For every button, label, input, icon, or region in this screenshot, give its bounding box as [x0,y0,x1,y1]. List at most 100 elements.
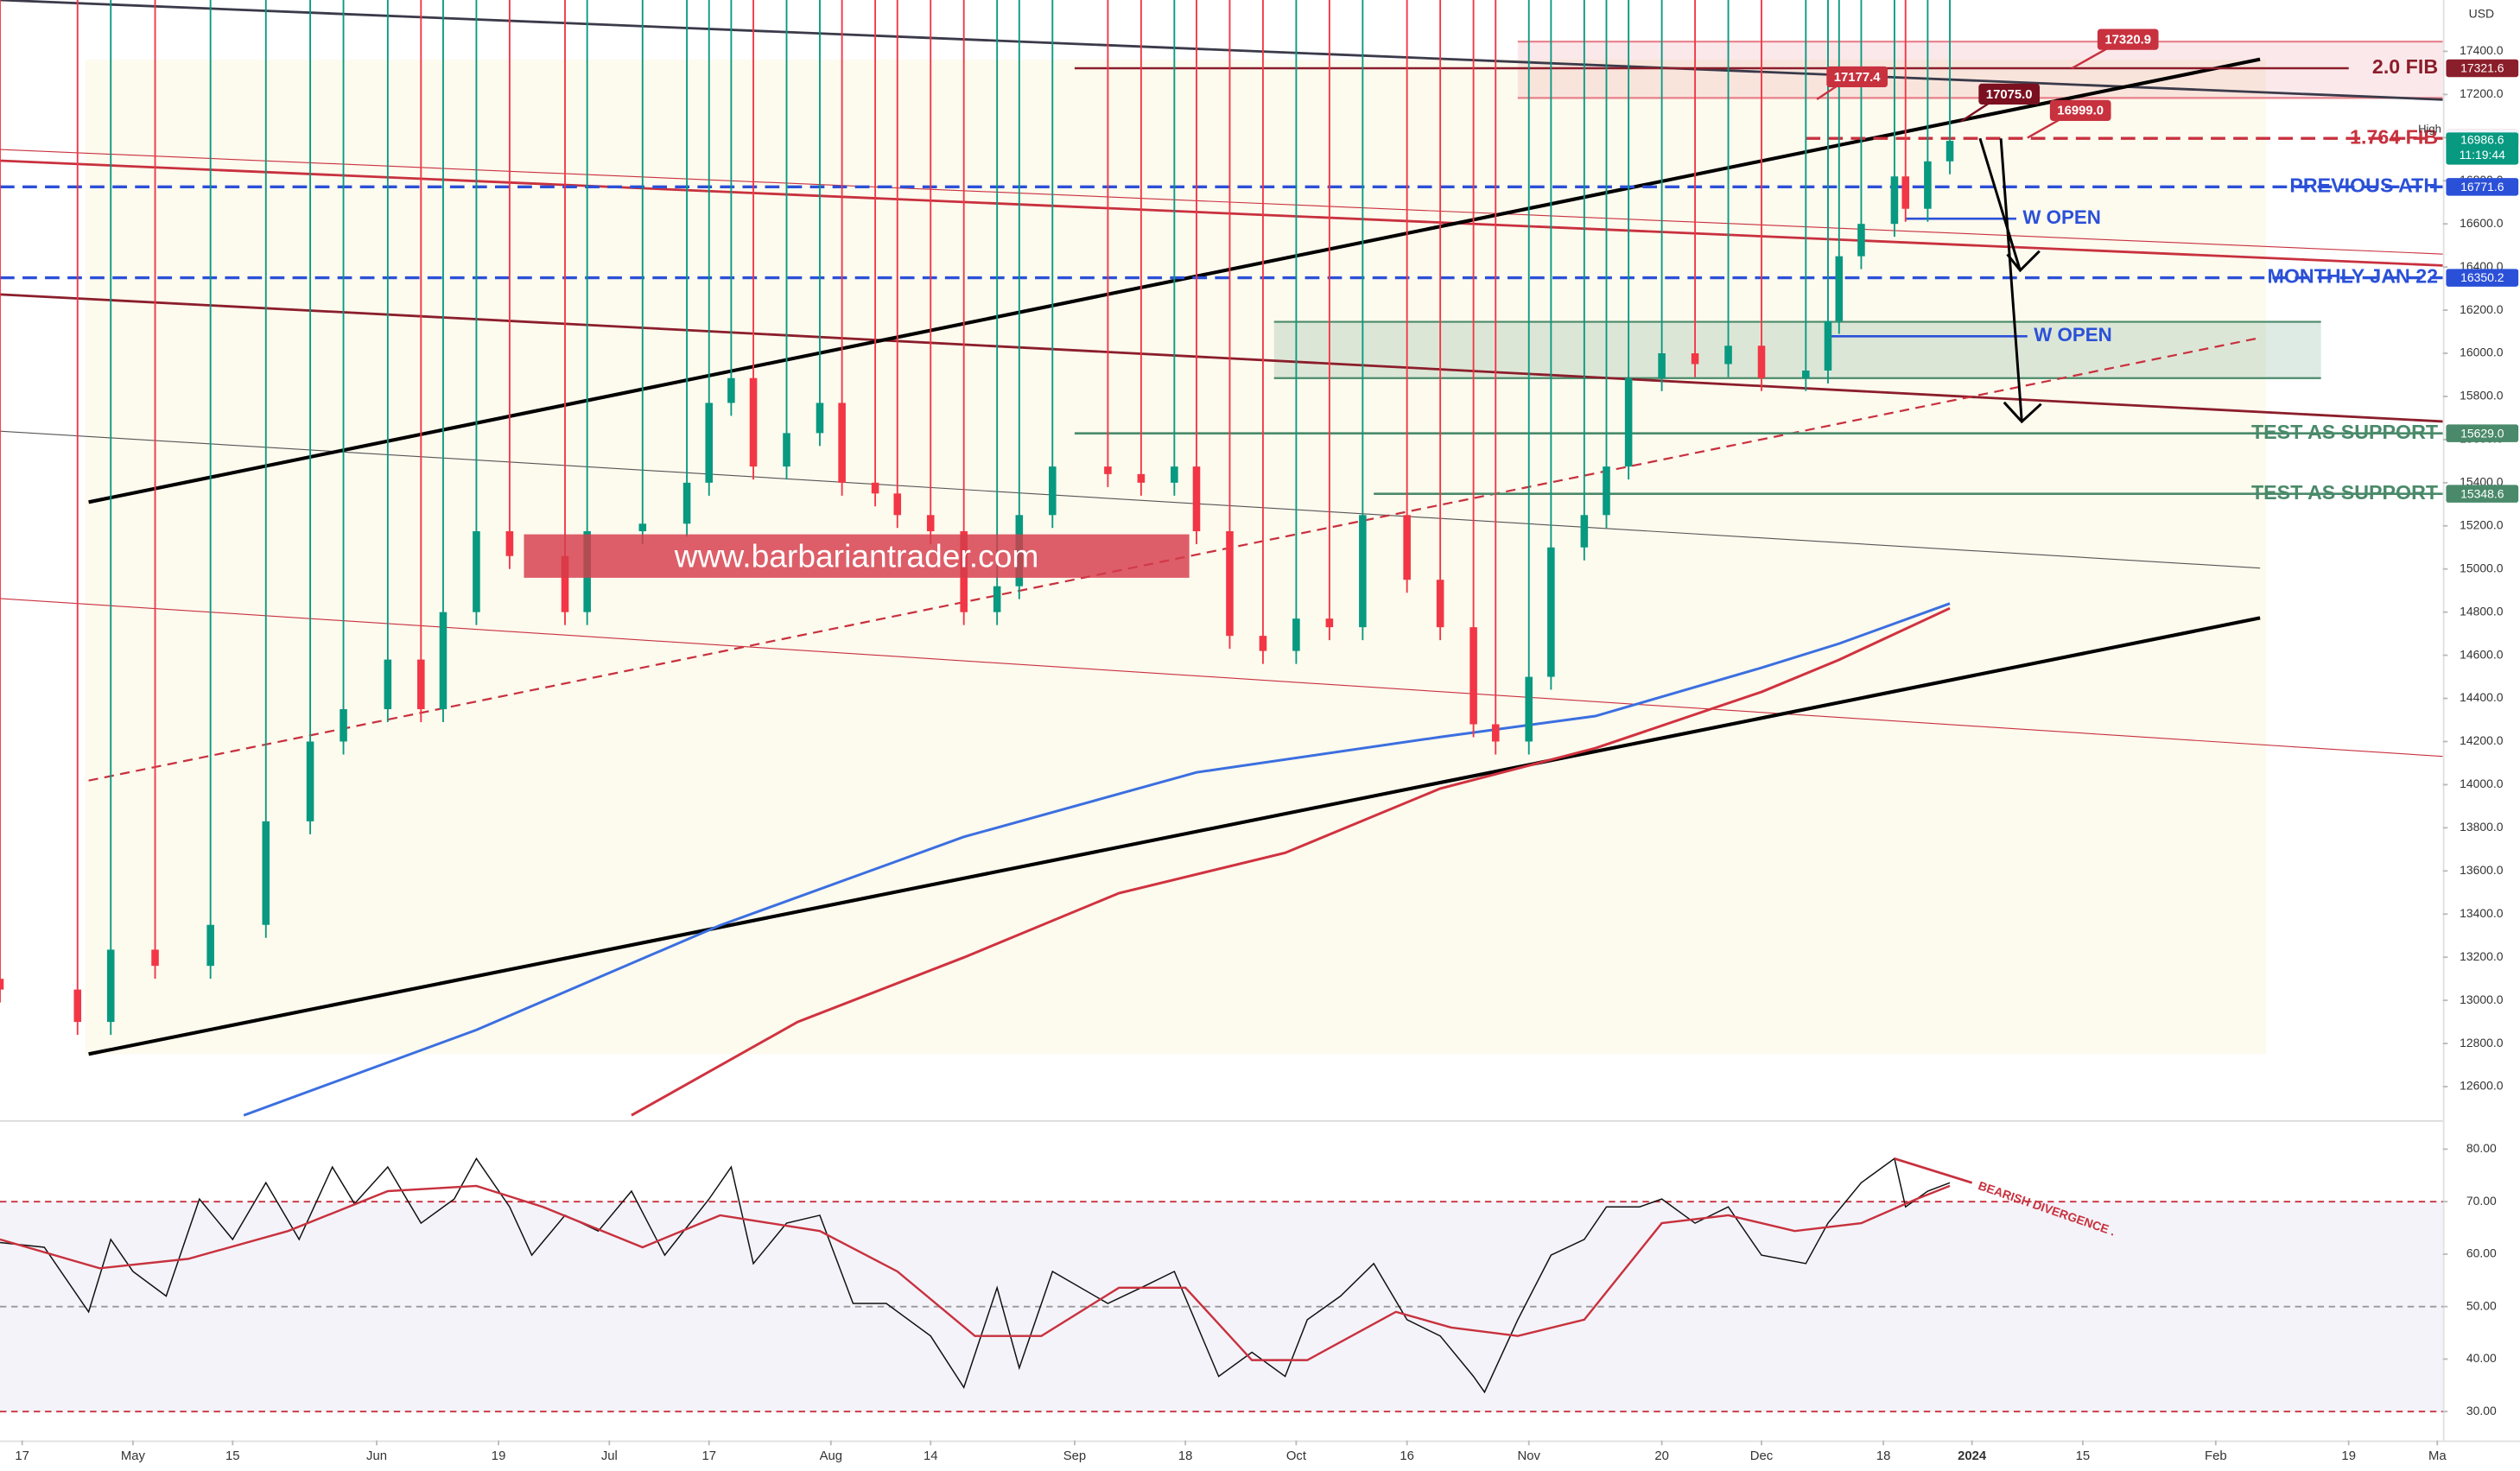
candle-body [1802,370,1810,378]
candle-body [1491,724,1500,742]
candle-body [1171,466,1178,483]
candle-body [1724,346,1732,365]
candle-body [1259,636,1267,651]
trend-line [0,159,2443,267]
rsi-y-tick-label: 30.00 [2466,1404,2497,1417]
x-tick-label: 16 [1400,1449,1414,1463]
y-tick-label: 14000.0 [2460,777,2504,790]
trend-line [0,430,2261,569]
x-tick-label: 14 [924,1449,938,1463]
level-badge [2446,424,2519,442]
candle-body [1547,547,1555,677]
x-tick-label: 19 [2341,1449,2356,1463]
candle-body [682,482,691,524]
watermark-box [524,534,1190,578]
y-tick-label: 15200.0 [2460,517,2504,531]
candle-body [893,493,902,516]
rsi-line [0,1157,1951,1394]
rsi-pane [0,1157,2443,1413]
y-tick-label: 13200.0 [2460,949,2504,963]
rsi-y-tick-label: 50.00 [2466,1298,2497,1312]
candle-body [1469,627,1477,725]
projection-arrows [1978,137,2042,424]
y-tick-label: 14800.0 [2460,604,2504,618]
level-badge-text: 17321.6 [2460,61,2504,75]
level-badge [2446,269,2519,287]
rsi-y-tick-label: 60.00 [2466,1246,2497,1260]
rsi-y-tick-label: 80.00 [2466,1141,2497,1155]
candle-body [1857,224,1865,257]
candle-body [838,403,846,483]
callout-box [2049,99,2111,121]
candle-body [1658,353,1666,378]
overlays: 2.0 FIB 1.764 FIB PREVIOUS ATH MONTHLY JAN … [1816,29,2441,1239]
callout-label: 17177.4 [1834,71,1881,85]
candle-body [749,377,758,467]
candle-body [1757,346,1766,378]
candle-body [561,555,569,612]
level-label: TEST AS SUPPORT [2251,421,2438,443]
level-badge [2446,178,2519,196]
candle-body [783,433,790,467]
x-tick-label: 18 [1178,1449,1193,1463]
price-pane [0,0,2443,1117]
x-tick-label: 18 [1876,1449,1891,1463]
candle-body [727,377,735,403]
candle-body [1603,466,1610,516]
x-tick-label: Dec [1750,1449,1774,1463]
level-label: W OPEN [2022,206,2100,228]
y-tick-label: 16600.0 [2460,216,2504,230]
x-tick-label: May [121,1449,146,1463]
x-tick-label: Sep [1063,1449,1086,1463]
candle-body [1924,161,1932,209]
candle-body [1436,580,1444,628]
candle-body [0,979,4,990]
candle-body [473,531,480,612]
callout-box [1978,83,2041,105]
candle-body [1901,176,1910,209]
candle-body [306,741,314,821]
candle-body [1525,676,1533,742]
candle-body [705,403,714,483]
callout-box [1826,66,1888,88]
candle-body [1226,531,1234,637]
candle-body [1137,473,1146,483]
callout-label: 16999.0 [2057,105,2104,118]
y-tick-label: 14400.0 [2460,690,2504,704]
x-tick-label: Aug [820,1449,842,1463]
level-label: PREVIOUS ATH [2289,174,2438,196]
arrow [1978,137,2041,273]
x-tick-label: Oct [1286,1449,1307,1463]
price-axis-bg [2442,0,2520,1471]
candle-body [73,989,82,1023]
x-tick-label: Nov [1518,1449,1541,1463]
candle-body [871,482,879,494]
currency: USD [2469,6,2494,20]
x-tick-label: 17 [701,1449,716,1463]
candle-body [1824,320,1832,371]
level-badge-text: 16771.6 [2460,180,2504,193]
trend-line [0,598,2443,758]
level-badge [2446,485,2519,503]
level-label: TEST AS SUPPORT [2251,481,2438,504]
rsi-y-tick-label: 40.00 [2466,1351,2497,1365]
x-tick-label: Feb [2205,1449,2227,1463]
last-time: 11:19:44 [2460,148,2505,162]
candle-body [340,709,347,742]
candle-body [1403,515,1411,580]
candle-body [1192,466,1201,532]
candle-body [505,531,514,556]
candle-body [384,659,392,710]
x-tick-label: 2024 [1958,1449,1987,1463]
last-price: 16986.6 [2460,132,2504,146]
candle-body [1946,141,1954,162]
candle-body [262,821,270,925]
candle-body [1691,353,1699,365]
candle-body [151,949,159,967]
candle-body [1624,377,1633,467]
level-badge-text: 15629.0 [2460,426,2504,440]
candle-body [1580,515,1589,548]
candle-body [816,403,824,434]
y-tick-label: 13600.0 [2460,863,2504,877]
